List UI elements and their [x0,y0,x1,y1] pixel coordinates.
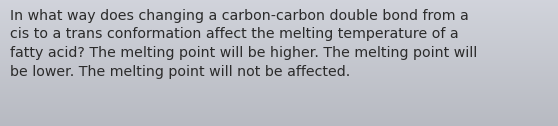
Text: In what way does changing a carbon-carbon double bond from a
cis to a trans conf: In what way does changing a carbon-carbo… [10,9,477,79]
